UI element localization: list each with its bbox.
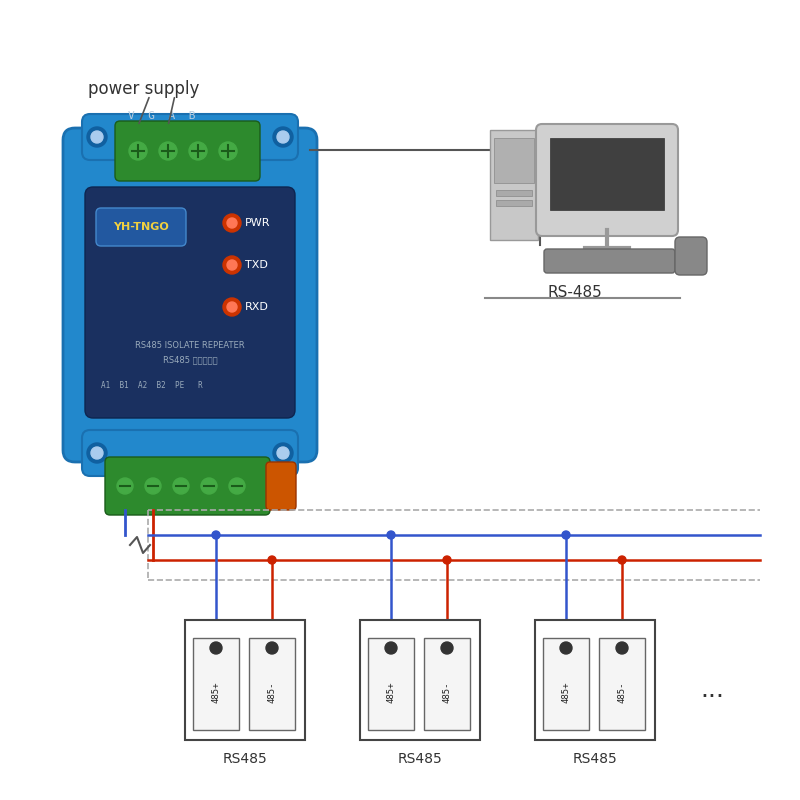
FancyBboxPatch shape — [96, 208, 186, 246]
Circle shape — [268, 556, 276, 564]
Circle shape — [560, 642, 572, 654]
FancyBboxPatch shape — [63, 128, 317, 462]
Circle shape — [616, 642, 628, 654]
Text: YH-TNGO: YH-TNGO — [113, 222, 169, 232]
Circle shape — [385, 642, 397, 654]
Circle shape — [618, 556, 626, 564]
Text: A1  B1  A2  B2  PE   R: A1 B1 A2 B2 PE R — [101, 381, 202, 390]
Bar — [193, 638, 239, 730]
Circle shape — [273, 127, 293, 147]
Text: RXD: RXD — [245, 302, 269, 312]
FancyBboxPatch shape — [82, 114, 298, 160]
Circle shape — [91, 447, 103, 459]
FancyBboxPatch shape — [536, 124, 678, 236]
Circle shape — [387, 531, 395, 539]
Bar — [543, 638, 589, 730]
Bar — [249, 638, 295, 730]
Bar — [550, 138, 664, 210]
Text: 485-: 485- — [267, 682, 277, 702]
Bar — [185, 620, 305, 740]
Circle shape — [277, 447, 289, 459]
Circle shape — [201, 478, 217, 494]
Text: RS485: RS485 — [222, 752, 267, 766]
Bar — [496, 190, 532, 196]
Circle shape — [223, 298, 241, 316]
FancyBboxPatch shape — [82, 430, 298, 476]
Circle shape — [266, 642, 278, 654]
Circle shape — [277, 131, 289, 143]
Text: TXD: TXD — [245, 260, 268, 270]
Text: 485-: 485- — [442, 682, 451, 702]
Circle shape — [441, 642, 453, 654]
Circle shape — [210, 642, 222, 654]
Text: V  G  A  B: V G A B — [128, 111, 195, 121]
Circle shape — [87, 443, 107, 463]
Text: power supply: power supply — [88, 80, 199, 98]
Circle shape — [223, 214, 241, 232]
Text: 485-: 485- — [618, 682, 626, 702]
Circle shape — [219, 142, 237, 160]
Circle shape — [229, 478, 245, 494]
FancyBboxPatch shape — [675, 237, 707, 275]
Circle shape — [189, 142, 207, 160]
Circle shape — [145, 478, 161, 494]
Text: RS485: RS485 — [573, 752, 618, 766]
FancyBboxPatch shape — [85, 187, 295, 418]
Bar — [424, 638, 470, 730]
Text: RS485 ISOLATE REPEATER: RS485 ISOLATE REPEATER — [135, 341, 245, 350]
Circle shape — [91, 131, 103, 143]
Circle shape — [223, 256, 241, 274]
Bar — [490, 130, 538, 240]
Circle shape — [562, 531, 570, 539]
Bar — [496, 200, 532, 206]
FancyBboxPatch shape — [115, 121, 260, 181]
Text: ...: ... — [700, 678, 724, 702]
FancyBboxPatch shape — [105, 457, 270, 515]
Circle shape — [273, 443, 293, 463]
Circle shape — [87, 127, 107, 147]
Circle shape — [227, 260, 237, 270]
Circle shape — [212, 531, 220, 539]
Bar — [494, 138, 534, 183]
Text: RS485 隔离中继器: RS485 隔离中继器 — [162, 355, 218, 365]
Text: RS485: RS485 — [398, 752, 442, 766]
Bar — [360, 620, 480, 740]
FancyBboxPatch shape — [544, 249, 675, 273]
Circle shape — [117, 478, 133, 494]
Circle shape — [227, 302, 237, 312]
Text: 485+: 485+ — [386, 682, 395, 702]
Text: PWR: PWR — [245, 218, 270, 228]
Bar — [368, 638, 414, 730]
Circle shape — [129, 142, 147, 160]
Circle shape — [227, 218, 237, 228]
Bar — [599, 638, 645, 730]
Bar — [535, 620, 655, 740]
Text: 485+: 485+ — [562, 682, 570, 702]
Text: 485+: 485+ — [211, 682, 221, 702]
Circle shape — [159, 142, 177, 160]
Circle shape — [173, 478, 189, 494]
Circle shape — [443, 556, 451, 564]
Text: RS-485: RS-485 — [548, 285, 602, 300]
FancyBboxPatch shape — [266, 462, 296, 510]
